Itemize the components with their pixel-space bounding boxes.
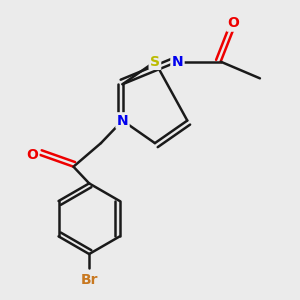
Text: O: O bbox=[227, 16, 239, 30]
Text: Br: Br bbox=[80, 273, 98, 286]
Text: N: N bbox=[172, 55, 183, 69]
Text: S: S bbox=[150, 55, 160, 69]
Text: N: N bbox=[117, 114, 128, 128]
Text: O: O bbox=[26, 148, 38, 162]
